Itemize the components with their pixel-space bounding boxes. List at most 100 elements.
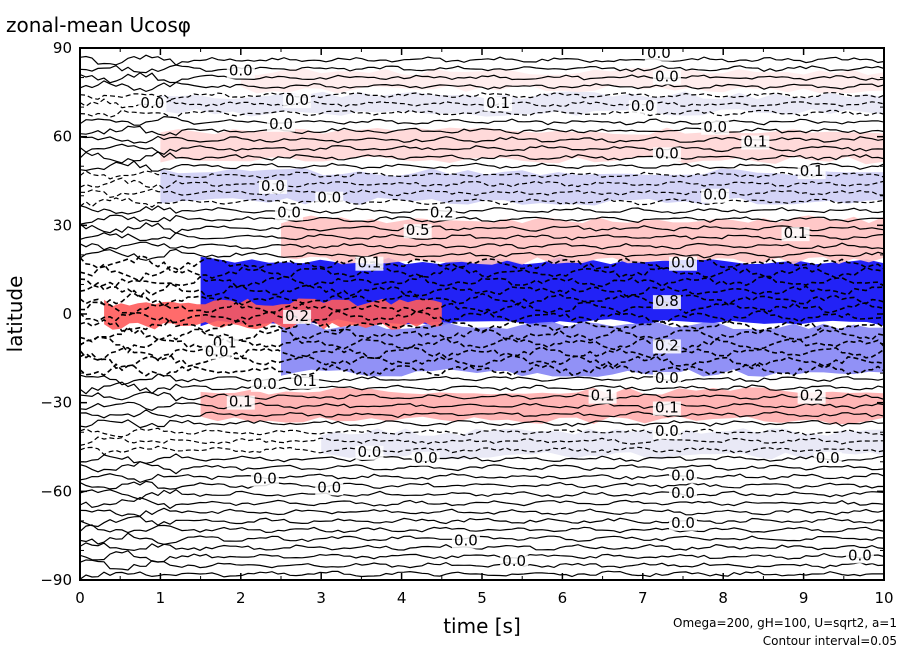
x-tick-label: 9	[799, 589, 809, 607]
contour-label: 0.0	[671, 484, 695, 502]
x-tick-label: 2	[236, 589, 246, 607]
contour-label: 0.1	[293, 372, 317, 390]
contour-line	[80, 274, 884, 288]
contour-line	[80, 125, 884, 137]
contour-line	[80, 301, 884, 315]
contour-label-bg	[652, 371, 681, 386]
contour-label: 0.2	[285, 307, 309, 325]
contour-label: 0.0	[317, 478, 341, 496]
contour-line	[80, 54, 884, 66]
contour-label: 0.0	[655, 68, 679, 86]
contour-line	[80, 222, 884, 235]
contour-label-bg	[701, 188, 730, 203]
plot-area: 0.00.0 0.00.0 0.0 0.1 0.00.0 0.00.10.00.00.00…	[80, 44, 884, 580]
contour-lines	[80, 54, 884, 580]
contour-label: 0.8	[655, 292, 679, 310]
contour-label: 0.1	[655, 399, 679, 417]
y-axis: 90 60 30 0 −30 −60 −90	[40, 39, 884, 589]
shaded-band	[281, 215, 884, 265]
contour-label: 0.0	[358, 443, 382, 461]
y-tick-label: 0	[62, 305, 72, 323]
y-tick-label: −90	[40, 571, 72, 589]
contour-line	[80, 524, 884, 534]
contour-label: 0.0	[317, 189, 341, 207]
contour-label-bg	[797, 165, 826, 180]
contour-line	[80, 160, 884, 172]
contour-line	[80, 515, 884, 528]
x-tick-label: 10	[874, 589, 893, 607]
contour-label: 0.1	[486, 94, 510, 112]
contour-label-bg	[258, 179, 287, 194]
contour-line	[80, 401, 884, 411]
contour-label-bg	[845, 549, 874, 564]
x-tick-label: 7	[638, 589, 648, 607]
contour-label: 0.2	[800, 387, 824, 405]
x-tick-label: 6	[558, 589, 568, 607]
contour-label-bg	[355, 445, 384, 460]
contour-label: 0.2	[430, 203, 454, 221]
contour-label: 0.5	[406, 221, 430, 239]
contour-line	[80, 427, 884, 438]
contour-label-bg	[226, 395, 255, 410]
x-axis: 0 1 2 3 4 5 6 7 8 9 10	[75, 48, 894, 607]
shaded-band	[104, 298, 442, 330]
contour-label: 0.0	[631, 97, 655, 115]
contour-line	[80, 488, 884, 500]
contour-line	[80, 436, 884, 446]
contour-label: 0.0	[269, 115, 293, 133]
contour-label-bg	[283, 309, 312, 324]
y-tick-label: −30	[40, 394, 72, 412]
contour-label-bg	[226, 64, 255, 79]
contour-label: 0.0	[277, 203, 301, 221]
shaded-band	[281, 321, 884, 377]
contour-line	[80, 197, 884, 208]
contour-line	[80, 205, 884, 215]
contour-line	[80, 381, 884, 395]
contour-label-bg	[669, 256, 697, 271]
contour-label: 0.0	[703, 118, 727, 136]
contour-label-bg	[250, 472, 279, 487]
contour-label-bg	[484, 97, 513, 112]
contour-label: 0.0	[647, 44, 671, 62]
contour-label-bg	[500, 555, 529, 570]
contour-labels: 0.00.0 0.00.0 0.0 0.1 0.00.0 0.00.10.00.00.00…	[138, 44, 874, 570]
contour-line	[80, 445, 884, 456]
contour-label: 0.1	[358, 254, 382, 272]
contour-line	[80, 289, 884, 308]
contour-label-bg	[628, 100, 657, 115]
contour-line	[80, 232, 884, 242]
contour-interval-note: Contour interval=0.05	[763, 634, 897, 648]
contour-label: 0.0	[816, 449, 840, 467]
chart-title: zonal-mean Ucosφ	[6, 13, 191, 37]
contour-label-bg	[283, 94, 312, 109]
contour-label-bg	[644, 48, 673, 61]
contour-label-bg	[652, 339, 681, 354]
contour-line	[80, 419, 884, 429]
contour-line	[80, 98, 884, 109]
contour-label: 0.0	[253, 375, 277, 393]
y-tick-label: 30	[53, 216, 72, 234]
parameters-note: Omega=200, gH=100, U=sqrt2, a=1	[673, 616, 897, 630]
contour-label: 0.0	[671, 467, 695, 485]
contour-label: 0.0	[261, 177, 285, 195]
contour-label: 0.0	[285, 91, 309, 109]
contour-label-bg	[652, 401, 681, 416]
contour-label-bg	[701, 120, 730, 135]
contour-label-bg	[741, 135, 770, 150]
contour-label-bg	[250, 377, 279, 392]
contour-label: 0.1	[800, 162, 824, 180]
contour-line	[80, 507, 884, 517]
contour-line	[80, 532, 884, 545]
x-tick-label: 1	[156, 589, 166, 607]
contour-label-bg	[267, 117, 295, 132]
contour-line	[80, 550, 884, 563]
contour-line	[80, 542, 884, 552]
contour-line	[80, 496, 884, 510]
contour-line	[80, 472, 884, 484]
contour-label: 0.0	[414, 449, 438, 467]
x-tick-label: 0	[75, 589, 85, 607]
contour-line	[80, 409, 884, 419]
shaded-band	[321, 428, 884, 460]
contour-line	[80, 480, 884, 490]
contour-line	[80, 373, 884, 386]
